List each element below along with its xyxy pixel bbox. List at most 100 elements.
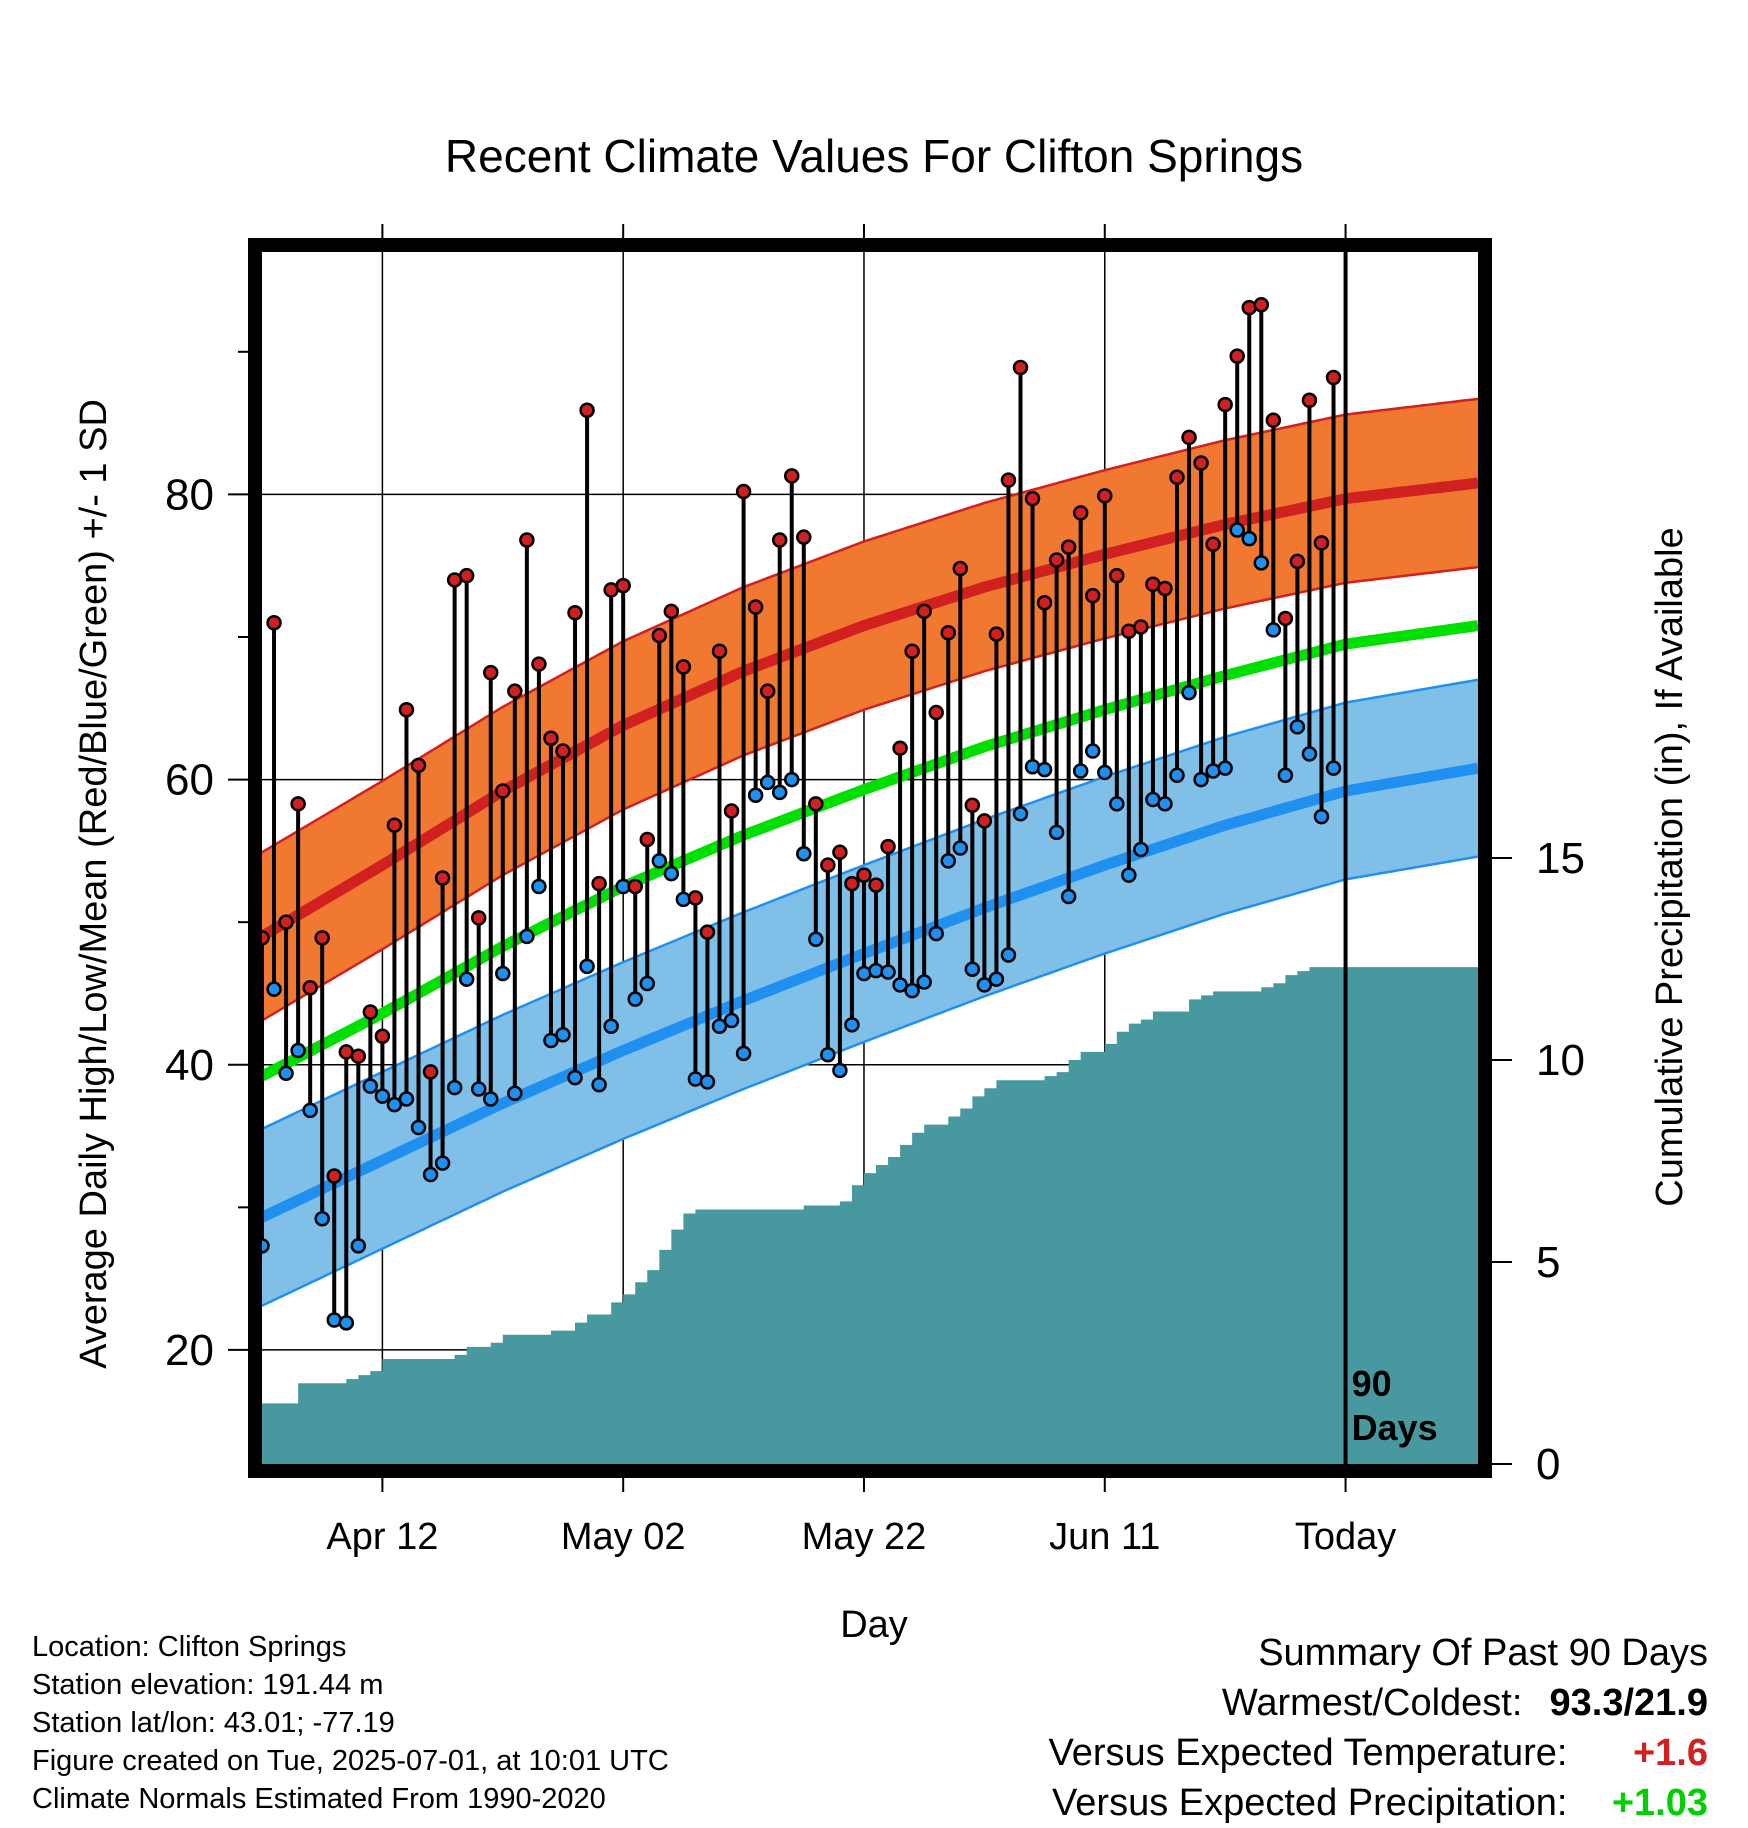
daily-low-point xyxy=(1060,888,1077,905)
daily-high-point xyxy=(1253,297,1270,313)
x-axis-label: Day xyxy=(840,1604,908,1646)
high-normal-band xyxy=(262,398,1478,1021)
daily-high-point xyxy=(663,603,680,620)
daily-high-point xyxy=(507,683,523,699)
daily-high-point xyxy=(735,483,752,500)
y-tick-label: 80 xyxy=(165,470,214,519)
daily-low-point xyxy=(1241,530,1257,547)
summary-warmest-value: 93.3/21.9 xyxy=(1549,1682,1708,1724)
daily-high-point xyxy=(278,914,294,930)
daily-low-point xyxy=(531,878,547,895)
daily-high-point xyxy=(591,875,607,892)
daily-high-point xyxy=(1000,472,1017,488)
y2-tick-label: 5 xyxy=(1536,1238,1560,1287)
low-normal-band xyxy=(262,679,1478,1306)
summary-precip-label: Versus Expected Precipitation: xyxy=(1052,1782,1568,1824)
daily-low-point xyxy=(759,774,776,791)
info-elevation: Station elevation: 191.44 m xyxy=(32,1669,384,1701)
daily-high-point xyxy=(1325,369,1342,386)
daily-low-point xyxy=(374,1088,391,1104)
daily-low-point xyxy=(916,974,932,990)
daily-high-point xyxy=(1157,580,1173,597)
daily-high-point xyxy=(964,797,981,813)
daily-high-point xyxy=(627,878,643,895)
daily-high-point xyxy=(470,910,487,926)
daily-low-point xyxy=(603,1018,619,1035)
daily-low-point xyxy=(1277,767,1294,784)
daily-high-point xyxy=(1097,488,1113,504)
daily-high-point xyxy=(1024,490,1041,507)
summary-temp-label: Versus Expected Temperature: xyxy=(1048,1732,1568,1774)
y2-tick-label: 10 xyxy=(1536,1036,1585,1085)
daily-low-point xyxy=(278,1065,294,1082)
daily-high-point xyxy=(1301,392,1318,409)
info-created: Figure created on Tue, 2025-07-01, at 10… xyxy=(32,1745,669,1777)
daily-low-point xyxy=(567,1069,583,1086)
station-info: Location: Clifton Springs Station elevat… xyxy=(32,1628,669,1818)
daily-high-point xyxy=(711,643,728,659)
summary-temp-value: +1.6 xyxy=(1632,1732,1708,1774)
daily-high-point xyxy=(1217,396,1233,413)
daily-low-point xyxy=(988,971,1005,987)
daily-low-point xyxy=(1193,771,1209,788)
daily-high-point xyxy=(374,1028,391,1044)
daily-low-point xyxy=(1289,719,1306,735)
daily-low-point xyxy=(314,1210,330,1227)
daily-low-point xyxy=(723,1012,740,1029)
low-band-upper-edge xyxy=(262,678,1478,1131)
summary-title: Summary Of Past 90 Days xyxy=(1258,1632,1708,1674)
daily-low-point xyxy=(483,1091,499,1107)
daily-high-point xyxy=(1109,567,1125,584)
daily-low-point xyxy=(458,971,475,987)
daily-high-point xyxy=(651,627,668,644)
daily-low-point xyxy=(507,1085,523,1102)
today-days-number: 90 xyxy=(1352,1363,1392,1404)
daily-high-point xyxy=(820,857,836,873)
daily-high-point xyxy=(1277,610,1294,627)
daily-high-point xyxy=(1205,536,1221,553)
daily-high-point xyxy=(892,740,908,756)
daily-low-point xyxy=(928,925,944,942)
daily-high-point xyxy=(290,796,306,812)
daily-high-point xyxy=(1072,505,1089,521)
daily-low-point xyxy=(470,1081,487,1097)
daily-high-point xyxy=(362,1004,379,1020)
daily-low-point xyxy=(663,865,680,882)
daily-low-point xyxy=(1084,743,1101,759)
daily-low-point xyxy=(446,1079,463,1096)
x-tick-label: Apr 12 xyxy=(326,1516,438,1558)
daily-high-point xyxy=(699,924,716,940)
daily-low-point xyxy=(1072,763,1089,779)
normal-low-line xyxy=(262,762,1478,1223)
x-tick-label: May 02 xyxy=(561,1516,686,1558)
daily-low-point xyxy=(892,977,908,993)
daily-low-point xyxy=(1012,806,1029,822)
daily-high-point xyxy=(1181,429,1197,446)
daily-low-point xyxy=(1036,761,1053,778)
daily-high-point xyxy=(1193,455,1209,471)
daily-low-point xyxy=(1325,760,1342,776)
daily-high-point xyxy=(555,743,571,759)
daily-high-point xyxy=(398,701,415,718)
daily-high-point xyxy=(1133,619,1149,635)
daily-low-point xyxy=(422,1166,439,1183)
plot-area xyxy=(262,252,1478,1464)
daily-low-point xyxy=(1157,796,1173,812)
x-tick-label: Today xyxy=(1295,1516,1396,1558)
y-tick-label: 20 xyxy=(165,1326,214,1375)
daily-low-point xyxy=(783,771,800,788)
precip-area xyxy=(262,967,1478,1464)
daily-low-point xyxy=(940,853,957,869)
daily-low-point xyxy=(543,1032,559,1049)
daily-low-point xyxy=(1169,767,1185,784)
daily-low-point xyxy=(591,1076,607,1093)
daily-high-point xyxy=(495,783,511,799)
daily-high-point xyxy=(262,930,270,946)
daily-high-point xyxy=(1229,348,1245,364)
daily-high-point xyxy=(916,603,932,620)
chart-title: Recent Climate Values For Clifton Spring… xyxy=(445,130,1303,182)
daily-low-point xyxy=(844,1017,860,1033)
x-tick-label: Jun 11 xyxy=(1049,1516,1160,1558)
daily-low-point xyxy=(398,1091,415,1107)
